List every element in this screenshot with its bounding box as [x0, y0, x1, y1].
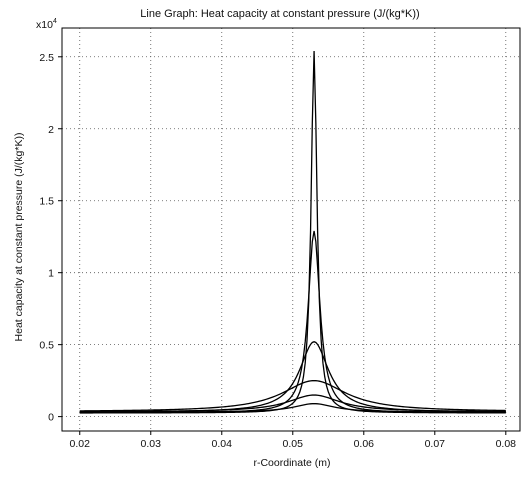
- y-tick-label-1: 0.5: [39, 340, 54, 352]
- x-tick-label-2: 0.04: [212, 438, 233, 450]
- y-multiplier: x104: [36, 18, 57, 31]
- x-tick-label-3: 0.05: [283, 438, 304, 450]
- x-tick-label-5: 0.07: [425, 438, 446, 450]
- x-axis-ticks: 0.02 0.03 0.04 0.05 0.06 0.07 0.08: [70, 431, 517, 450]
- grid-lines: [62, 28, 520, 431]
- y-tick-label-3: 1.5: [39, 196, 54, 208]
- x-tick-label-4: 0.06: [354, 438, 375, 450]
- y-tick-label-4: 2: [48, 124, 54, 136]
- y-multiplier-exponent: 4: [53, 18, 57, 25]
- x-tick-label-1: 0.03: [141, 438, 162, 450]
- y-tick-label-5: 2.5: [39, 52, 54, 64]
- series-line-5: [79, 402, 506, 413]
- y-tick-label-0: 0: [48, 412, 54, 424]
- x-axis-label: r-Coordinate (m): [253, 457, 330, 469]
- chart-title: Line Graph: Heat capacity at constant pr…: [140, 8, 419, 20]
- y-axis-label: Heat capacity at constant pressure (J/(k…: [13, 133, 25, 342]
- plot-frame: [61, 27, 521, 432]
- y-multiplier-base: x10: [36, 19, 53, 31]
- y-tick-label-2: 1: [48, 268, 54, 280]
- series-lines: [79, 51, 506, 414]
- series-line-3: [79, 379, 506, 412]
- series-line-4: [79, 394, 506, 413]
- x-tick-label-6: 0.08: [496, 438, 517, 450]
- x-tick-label-0: 0.02: [70, 438, 91, 450]
- y-axis-ticks: 0 0.5 1 1.5 2 2.5: [39, 52, 62, 424]
